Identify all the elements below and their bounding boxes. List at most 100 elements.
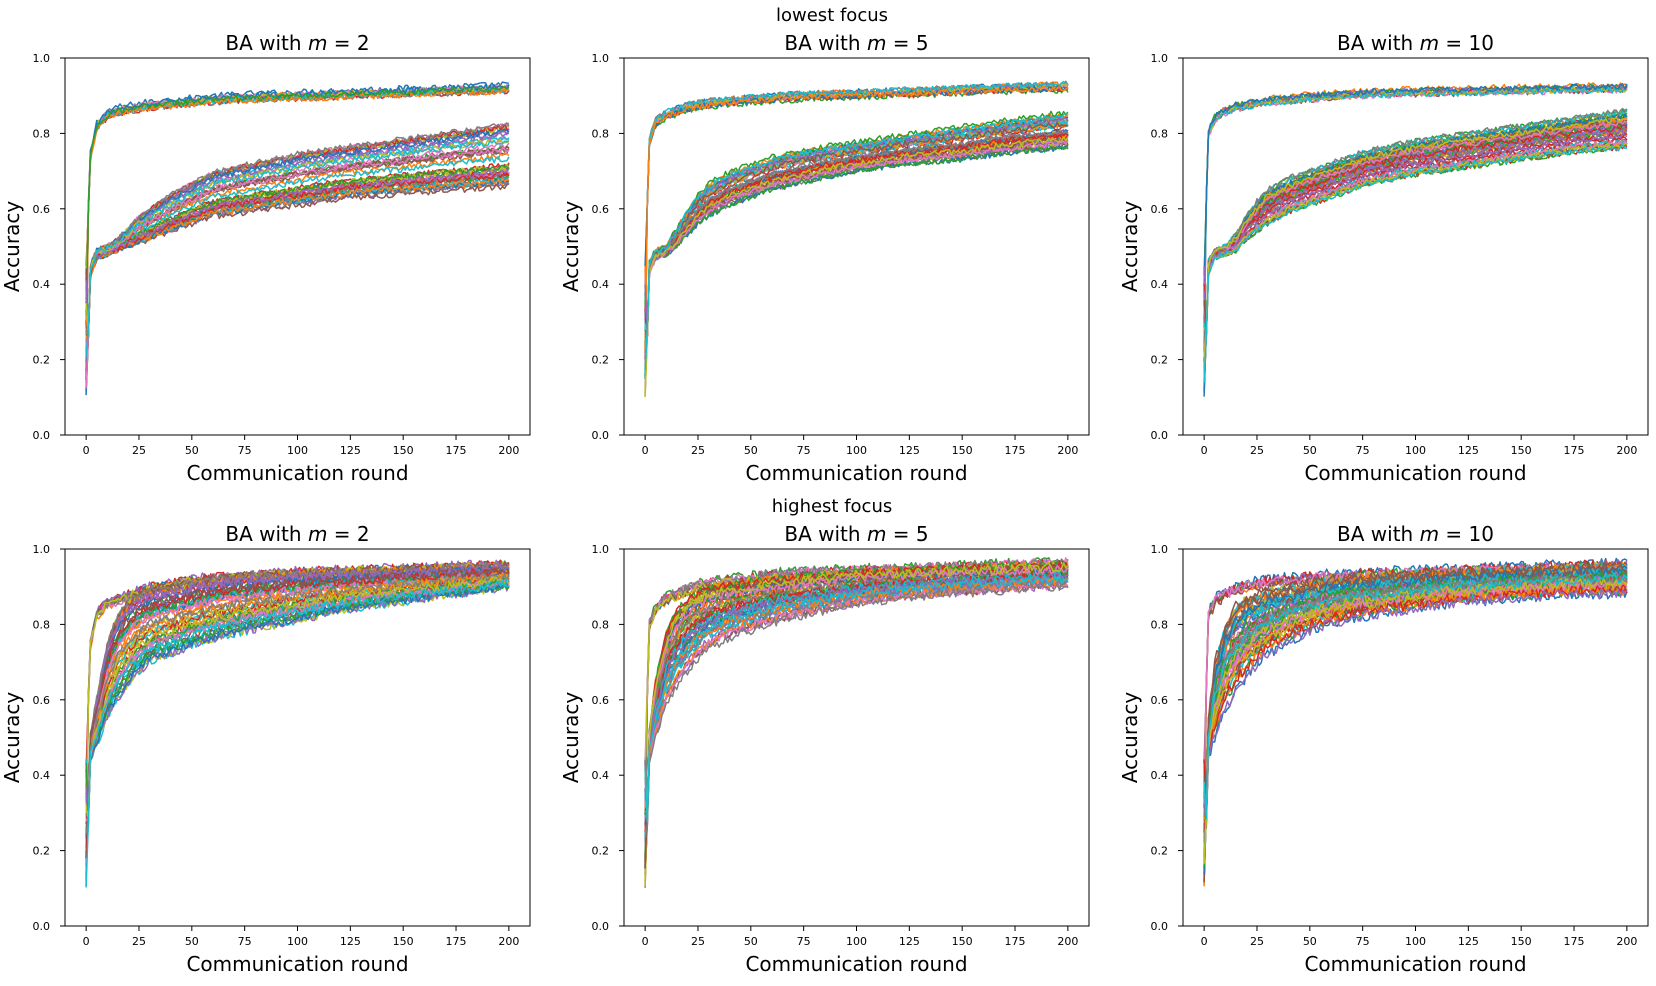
y-tick-label: 0.2 [1151, 354, 1169, 367]
axes-frame [623, 57, 1090, 436]
x-tick-label: 125 [899, 935, 920, 948]
y-tick-label: 0.2 [33, 354, 51, 367]
series-line-58 [1203, 116, 1628, 358]
y-tick-label: 0.6 [1151, 203, 1169, 216]
series-line-27 [1203, 573, 1628, 817]
x-tick-label: 0 [1201, 444, 1208, 457]
subplot-1-1: BA with m = 5 0 25 50 75 100 125 150 175 200 0.0 0.… [559, 522, 1090, 976]
x-tick-label: 125 [1458, 444, 1479, 457]
x-tick-label: 0 [1201, 935, 1208, 948]
series-line-49 [1203, 567, 1628, 813]
x-axis-label: Communication round [1304, 952, 1526, 976]
series-line-52 [644, 561, 1069, 816]
x-tick-label: 200 [1616, 444, 1637, 457]
x-axis-label: Communication round [1304, 461, 1526, 485]
y-tick-label: 1.0 [1151, 543, 1169, 556]
y-tick-label: 0.4 [1151, 769, 1169, 782]
series-line-15 [1203, 563, 1628, 875]
series-line-47 [644, 576, 1069, 819]
y-axis-label: Accuracy [559, 692, 583, 783]
y-axis-label: Accuracy [0, 692, 24, 783]
series-line-53 [85, 172, 510, 384]
subplot-0-0: BA with m = 2 0 25 50 75 100 125 150 175 200 0.0 0.… [0, 31, 531, 485]
x-tick-label: 150 [952, 935, 973, 948]
y-tick-label: 0.4 [592, 769, 610, 782]
y-tick-label: 0.8 [1151, 618, 1169, 631]
series-line-55 [85, 567, 510, 830]
series-line-0 [644, 80, 1069, 273]
x-tick-label: 75 [797, 935, 811, 948]
y-tick-label: 1.0 [33, 52, 51, 65]
series-line-57 [85, 122, 510, 335]
x-tick-label: 50 [185, 444, 199, 457]
series-line-11 [85, 88, 510, 375]
series-line-59 [1203, 144, 1627, 384]
y-tick-label: 0.2 [33, 845, 51, 858]
x-tick-label: 0 [83, 444, 90, 457]
y-tick-label: 1.0 [592, 52, 610, 65]
y-tick-label: 0.4 [33, 769, 51, 782]
series-line-59 [1203, 573, 1628, 820]
series-line-11 [644, 85, 1069, 380]
series-line-10 [1203, 83, 1628, 285]
y-tick-label: 0.6 [33, 203, 51, 216]
x-tick-label: 50 [185, 935, 199, 948]
series-line-58 [644, 136, 1069, 397]
x-tick-label: 175 [446, 935, 467, 948]
series-line-9 [1203, 86, 1627, 328]
x-tick-label: 50 [744, 935, 758, 948]
y-tick-label: 0.0 [33, 429, 51, 442]
subplot-1-2: BA with m = 10 0 25 50 75 100 125 150 175 200 0.0 0… [1118, 522, 1649, 976]
x-tick-label: 125 [340, 935, 361, 948]
series-group [644, 80, 1069, 398]
series-line-58 [85, 576, 510, 819]
subplot-title: BA with m = 5 [784, 522, 928, 546]
series-line-57 [644, 581, 1068, 838]
series-line-25 [85, 182, 510, 392]
x-axis-label: Communication round [745, 952, 967, 976]
series-group [1203, 82, 1628, 397]
y-axis-label: Accuracy [0, 201, 24, 292]
x-tick-label: 25 [1250, 935, 1264, 948]
x-tick-label: 75 [797, 444, 811, 457]
series-line-30 [644, 144, 1069, 337]
series-line-42 [644, 144, 1069, 343]
x-tick-label: 0 [642, 444, 649, 457]
x-axis-label: Communication round [186, 461, 408, 485]
row-title-lowest-focus: lowest focus [776, 5, 888, 26]
y-tick-label: 0.4 [1151, 278, 1169, 291]
y-tick-label: 0.8 [592, 127, 610, 140]
row-title-highest-focus: highest focus [772, 496, 893, 517]
series-group [644, 557, 1069, 888]
series-line-10 [644, 85, 1069, 266]
x-tick-label: 25 [132, 935, 146, 948]
x-tick-label: 75 [238, 444, 252, 457]
x-tick-label: 200 [498, 444, 519, 457]
x-tick-label: 0 [642, 935, 649, 948]
x-tick-label: 125 [1458, 935, 1479, 948]
series-line-10 [85, 84, 510, 380]
x-tick-label: 175 [446, 444, 467, 457]
series-line-55 [644, 121, 1069, 394]
y-tick-label: 0.6 [592, 694, 610, 707]
x-tick-label: 100 [287, 444, 308, 457]
series-line-11 [1203, 141, 1628, 384]
x-axis-label: Communication round [186, 952, 408, 976]
y-tick-label: 1.0 [592, 543, 610, 556]
y-axis-label: Accuracy [1118, 201, 1142, 292]
y-tick-label: 0.8 [592, 618, 610, 631]
x-tick-label: 100 [846, 935, 867, 948]
subplot-title: BA with m = 10 [1337, 522, 1494, 546]
series-line-56 [85, 146, 510, 389]
series-line-50 [1203, 565, 1628, 874]
series-line-27 [644, 144, 1069, 338]
y-tick-label: 0.0 [1151, 429, 1169, 442]
series-line-57 [1203, 573, 1628, 842]
x-tick-label: 0 [83, 935, 90, 948]
x-tick-label: 200 [1057, 444, 1078, 457]
x-axis-label: Communication round [745, 461, 967, 485]
x-tick-label: 125 [340, 444, 361, 457]
y-tick-label: 0.4 [33, 278, 51, 291]
x-tick-label: 150 [393, 444, 414, 457]
